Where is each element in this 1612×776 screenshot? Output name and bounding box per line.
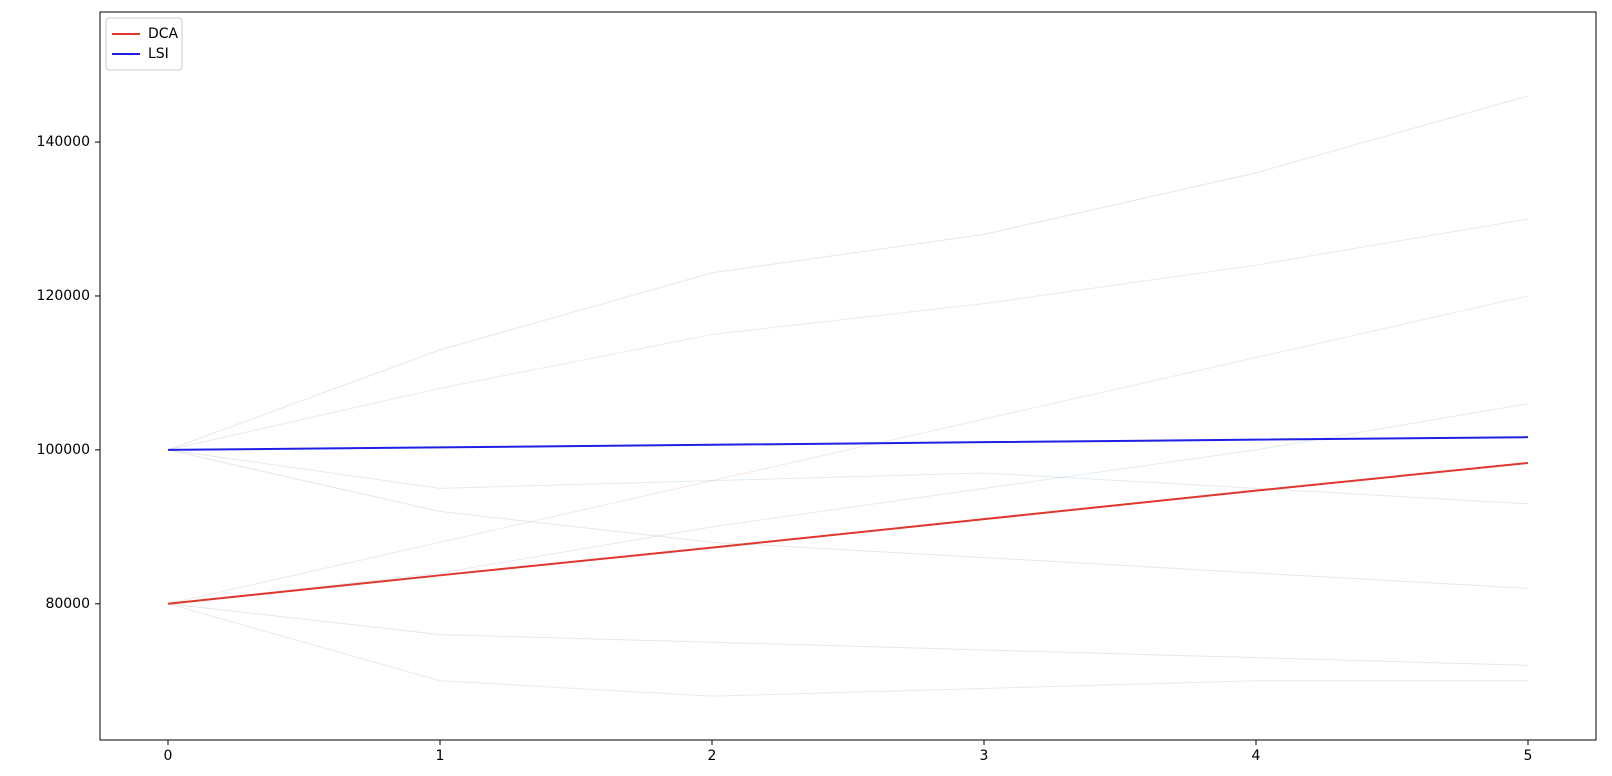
sim-line [167,603,1528,697]
sim-line [167,95,1529,451]
x-tick-label: 4 [1252,748,1261,764]
x-tick-label: 2 [708,748,717,764]
series-line [167,461,1529,605]
x-tick-label: 1 [436,748,445,764]
legend-label: LSI [148,46,169,62]
sim-line [167,449,1529,589]
sim-line [167,218,1529,451]
y-tick-label: 140000 [37,134,90,150]
plot-area [99,11,1597,741]
y-tick-label: 80000 [45,596,90,612]
sim-line [167,603,1529,666]
sim-line [167,295,1529,605]
legend-box [105,17,183,71]
x-tick-label: 3 [980,748,989,764]
sim-line [167,403,1529,605]
x-tick-label: 5 [1524,748,1533,764]
y-tick-label: 100000 [37,442,90,458]
y-tick-label: 120000 [37,288,90,304]
series-line [167,436,1529,451]
x-tick-label: 0 [164,748,173,764]
legend-label: DCA [148,26,179,42]
sim-line [167,449,1529,505]
